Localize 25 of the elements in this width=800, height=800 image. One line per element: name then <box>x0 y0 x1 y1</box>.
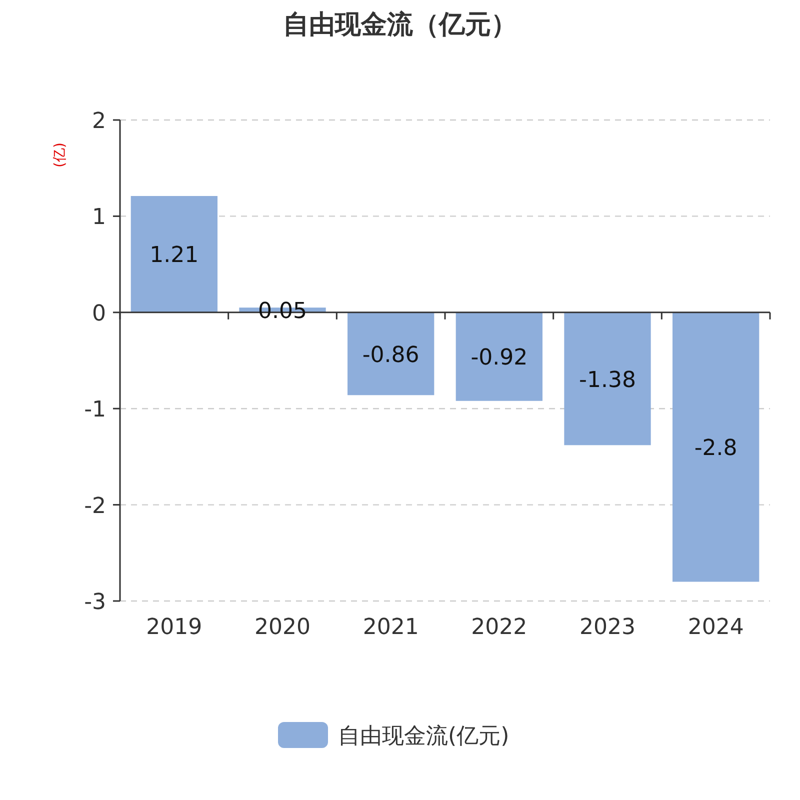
bar <box>564 312 651 446</box>
data-label: 1.21 <box>150 243 199 268</box>
y-tick-label: 0 <box>92 301 106 326</box>
legend-label: 自由现金流(亿元) <box>338 724 510 749</box>
bar <box>348 312 434 396</box>
y-tick-label: 1 <box>92 205 106 230</box>
y-tick-label: -3 <box>84 590 106 615</box>
bar <box>672 312 760 582</box>
y-tick-label: -1 <box>84 398 106 423</box>
x-tick-label: 2020 <box>254 615 310 640</box>
x-tick-label: 2019 <box>146 615 202 640</box>
x-tick-label: 2024 <box>688 615 744 640</box>
x-tick-label: 2023 <box>580 615 636 640</box>
bar <box>456 312 542 401</box>
chart-title: 自由现金流（亿元） <box>283 10 517 40</box>
x-tick-label: 2022 <box>471 615 528 640</box>
data-label: -0.92 <box>470 346 528 371</box>
data-label: -2.8 <box>694 436 738 462</box>
bar <box>130 196 218 312</box>
x-tick-label: 2021 <box>362 615 419 640</box>
y-tick-label: -2 <box>84 494 106 519</box>
y-tick-label: 2 <box>92 109 106 134</box>
data-label: -1.38 <box>579 368 636 393</box>
y-axis-title: (亿) <box>52 142 68 168</box>
data-label: -0.86 <box>362 342 420 368</box>
